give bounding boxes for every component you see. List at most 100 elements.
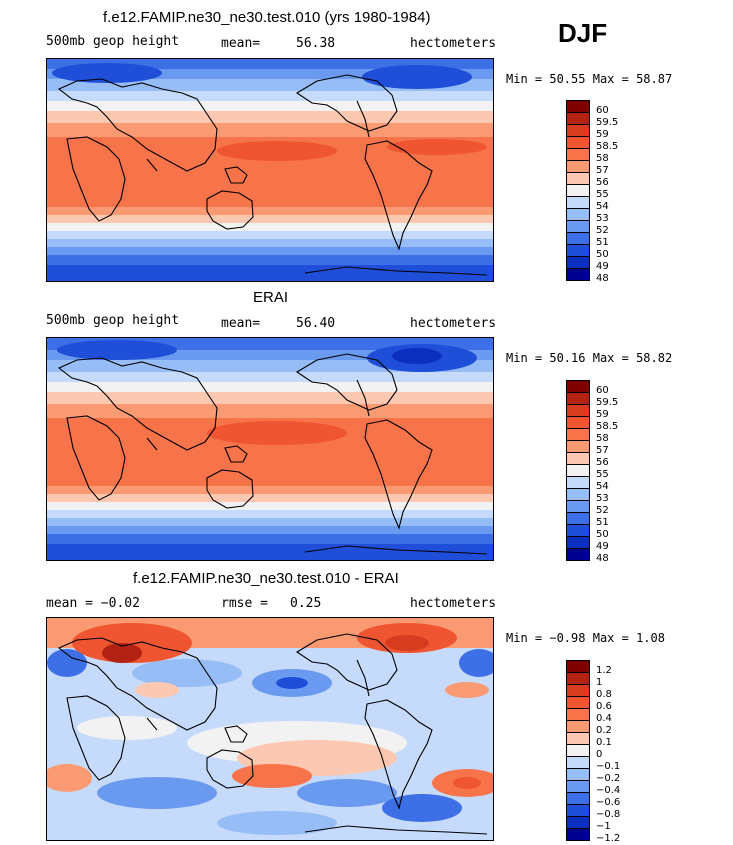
colorbar-tick: 49: [596, 261, 609, 272]
field-band: [47, 372, 493, 382]
colorbar-swatch: [566, 804, 590, 816]
colorbar-tick: 1: [596, 677, 603, 688]
field-band: [47, 486, 493, 494]
field-band: [47, 239, 493, 247]
field-blob: [135, 682, 179, 698]
colorbar-tick: 54: [596, 201, 609, 212]
field-band: [47, 223, 493, 231]
panel-3-mean-group: mean = −0.02: [46, 596, 140, 611]
colorbar-tick: 55: [596, 189, 609, 200]
colorbar-tick: 48: [596, 273, 609, 284]
colorbar-tick: 0: [596, 749, 603, 760]
colorbar-swatch: [566, 476, 590, 488]
field-blob: [387, 139, 487, 155]
colorbar-tick: 53: [596, 493, 609, 504]
colorbar-swatch: [566, 488, 590, 500]
panel-2-minmax: Min = 50.16 Max = 58.82: [506, 351, 672, 365]
colorbar-swatch: [566, 452, 590, 464]
colorbar-swatch: [566, 184, 590, 196]
field-band: [47, 111, 493, 123]
colorbar-swatch: [566, 220, 590, 232]
colorbar-tick: 58.5: [596, 141, 619, 152]
colorbar-tick: 60: [596, 105, 609, 116]
field-band: [47, 255, 493, 265]
colorbar-swatch: [566, 744, 590, 756]
colorbar-tick: 56: [596, 177, 609, 188]
colorbar-swatch: [566, 536, 590, 548]
colorbar-swatch: [566, 828, 590, 841]
field-blob: [97, 777, 217, 809]
field-band: [47, 265, 493, 281]
colorbar-tick: −0.2: [596, 773, 621, 784]
field-blob: [57, 340, 177, 360]
colorbar-tick: −1: [596, 821, 611, 832]
coastlines: [57, 353, 488, 555]
panel-3-colorbar: [566, 660, 590, 841]
colorbar-swatch: [566, 720, 590, 732]
panel-2-colorbar: [566, 380, 590, 561]
colorbar-tick: 0.4: [596, 713, 612, 724]
field-band: [47, 392, 493, 404]
field-band: [47, 350, 493, 360]
colorbar-tick: −0.1: [596, 761, 621, 772]
field-band: [47, 404, 493, 418]
colorbar-swatch: [566, 512, 590, 524]
panel-1-units: hectometers: [410, 36, 497, 51]
panel-1-min-label: Min =: [506, 72, 543, 86]
field-blob: [47, 649, 87, 677]
field-blob: [453, 777, 481, 789]
colorbar-swatch: [566, 148, 590, 160]
field-band: [47, 207, 493, 215]
panel-2-map-svg: [47, 338, 493, 560]
colorbar-tick: 58: [596, 153, 609, 164]
colorbar-swatch: [566, 708, 590, 720]
colorbar-swatch: [566, 232, 590, 244]
field-band: [47, 534, 493, 544]
field-blob: [102, 643, 142, 663]
field-blob: [297, 779, 397, 807]
colorbar-tick: 49: [596, 541, 609, 552]
colorbar-swatch: [566, 100, 590, 112]
colorbar-swatch: [566, 440, 590, 452]
colorbar-tick: 0.2: [596, 725, 612, 736]
panel-3-max-label: Max =: [592, 631, 629, 645]
field-blob: [217, 141, 337, 161]
field-band: [47, 494, 493, 502]
field-blob: [445, 682, 489, 698]
panel-3-max-value: 1.08: [636, 631, 665, 645]
colorbar-swatch: [566, 524, 590, 536]
panel-1-map: [46, 58, 494, 282]
colorbar-swatch: [566, 780, 590, 792]
colorbar-tick: 52: [596, 505, 609, 516]
panel-2-units: hectometers: [410, 316, 497, 331]
panel-1-mean-value: 56.38: [296, 36, 336, 51]
field-band: [47, 510, 493, 518]
colorbar-tick: −0.8: [596, 809, 621, 820]
field-band: [47, 518, 493, 526]
colorbar-swatch: [566, 464, 590, 476]
colorbar-swatch: [566, 404, 590, 416]
colorbar-tick: 1.2: [596, 665, 612, 676]
colorbar-tick: 58: [596, 433, 609, 444]
colorbar-swatch: [566, 768, 590, 780]
colorbar-tick: 0.1: [596, 737, 612, 748]
colorbar-swatch: [566, 500, 590, 512]
colorbar-tick: 59: [596, 409, 609, 420]
coastlines: [57, 74, 488, 276]
colorbar-swatch: [566, 112, 590, 124]
panel-1-title: f.e12.FAMIP.ne30_ne30.test.010 (yrs 1980…: [103, 9, 431, 26]
colorbar-swatch: [566, 548, 590, 561]
panel-1-map-svg: [47, 59, 493, 281]
field-band: [47, 382, 493, 392]
panel-2-max-value: 58.82: [636, 351, 673, 365]
colorbar-tick: 0.8: [596, 689, 612, 700]
colorbar-tick: 58.5: [596, 421, 619, 432]
colorbar-swatch: [566, 816, 590, 828]
field-band: [47, 91, 493, 101]
field-band: [47, 231, 493, 239]
colorbar-swatch: [566, 792, 590, 804]
coastlines: [57, 633, 488, 835]
panel-1-colorbar: [566, 100, 590, 281]
field-band: [47, 544, 493, 560]
panel-1-max-label: Max =: [592, 72, 629, 86]
